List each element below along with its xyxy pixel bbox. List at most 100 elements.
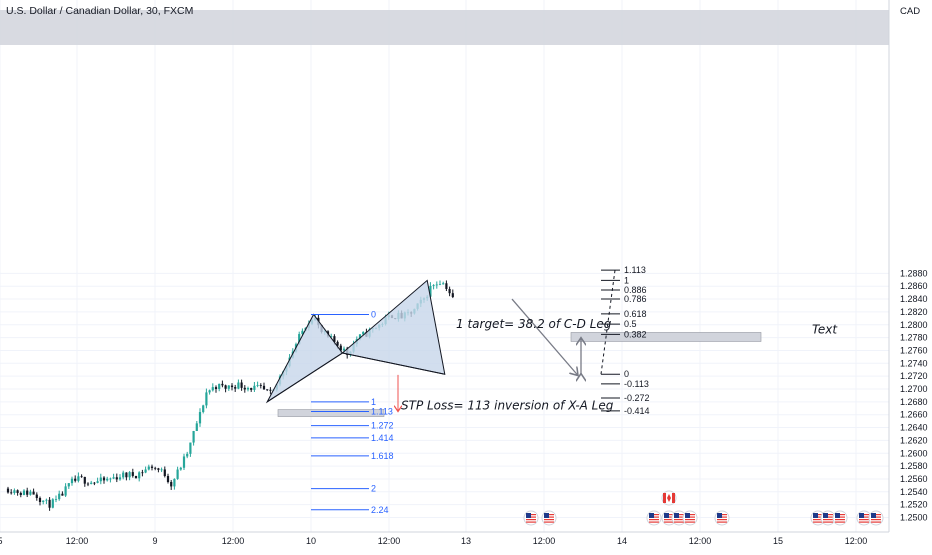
y-tick-label: 1.2700 <box>900 384 928 394</box>
candle-body <box>67 483 70 487</box>
candle-body <box>438 284 442 286</box>
pattern-xb-line <box>266 352 343 403</box>
candle-body <box>301 330 304 335</box>
candle-body <box>118 477 122 480</box>
candle-body <box>173 478 176 487</box>
candle-body <box>211 387 214 391</box>
candle-body <box>22 490 26 495</box>
candle-body <box>150 466 154 468</box>
candle-body <box>240 382 243 388</box>
candle-body <box>90 482 93 484</box>
candle-body <box>74 478 77 481</box>
x-tick-label: 14 <box>617 536 627 546</box>
candle-body <box>48 499 51 508</box>
us-flag-icon[interactable] <box>682 510 698 526</box>
candle-body <box>122 472 125 478</box>
ca-flag-icon[interactable] <box>661 490 677 506</box>
candle-body <box>42 500 45 502</box>
fib-left-label: 1 <box>371 397 376 407</box>
annotations[interactable]: 1 target= 38.2 of C-D Leg STP Loss= 113 i… <box>398 298 838 413</box>
candle-body <box>35 494 38 499</box>
fib-right-label: 1.113 <box>624 265 646 275</box>
candle-body <box>144 469 147 473</box>
candle-body <box>83 476 86 484</box>
us-flag-icon[interactable] <box>523 510 539 526</box>
time-axis[interactable]: 5 12:00 9 12:00 10 12:00 13 12:00 14 12:00 15 12:00 <box>0 531 889 546</box>
y-tick-label: 1.2800 <box>900 320 928 330</box>
us-flag-icon[interactable] <box>856 510 872 526</box>
candle-body <box>358 334 362 340</box>
candle-body <box>26 490 29 495</box>
us-flag-icon[interactable] <box>646 510 662 526</box>
y-tick-label: 1.2540 <box>900 487 928 497</box>
us-flag-icon[interactable] <box>868 510 884 526</box>
candle-body <box>182 456 186 468</box>
price-axis[interactable]: 1.2880 1.2860 1.2840 1.2820 1.2800 1.2780 1.27… <box>888 0 928 532</box>
chart-title: U.S. Dollar / Canadian Dollar, 30, FXCM <box>6 5 193 17</box>
fib-left-label: 2 <box>371 484 376 494</box>
candle-body <box>208 390 211 393</box>
x-tick-label: 9 <box>152 536 157 546</box>
y-tick-label: 1.2520 <box>900 500 928 510</box>
fib-left-label: 1.618 <box>371 451 394 461</box>
y-tick-label: 1.2640 <box>900 423 928 433</box>
candle-body <box>102 477 106 481</box>
us-flag-icon[interactable] <box>541 510 557 526</box>
y-tick-label: 1.2620 <box>900 435 928 445</box>
fib-right-label: -0.272 <box>624 393 650 403</box>
target-zone-band <box>570 332 762 342</box>
candle-body <box>77 476 80 481</box>
y-tick-label: 1.2580 <box>900 461 928 471</box>
candle-body <box>218 383 221 389</box>
fib-right-label: 0 <box>624 369 629 379</box>
fib-right-label: -0.113 <box>624 379 649 389</box>
fib-left-label: 1.272 <box>371 421 394 431</box>
candle-body <box>176 469 179 479</box>
candle-body <box>115 477 118 480</box>
candle-body <box>170 482 173 487</box>
candle-body <box>10 492 13 494</box>
x-tick-label: 10 <box>306 536 316 546</box>
candle-body <box>250 388 253 390</box>
candle-body <box>141 472 144 474</box>
candle-body <box>179 467 182 470</box>
candle-body <box>106 478 109 481</box>
candle-body <box>64 486 67 496</box>
candle-body <box>128 472 131 478</box>
candle-body <box>445 283 448 289</box>
candle-body <box>147 466 150 470</box>
candle-body <box>333 336 336 342</box>
event-markers[interactable] <box>523 490 884 526</box>
candle-body <box>32 491 35 495</box>
candle-body <box>243 387 246 390</box>
fib-right-label: 0.886 <box>624 285 647 295</box>
y-tick-label: 1.2860 <box>900 281 928 291</box>
candle-body <box>157 468 160 470</box>
candle-body <box>163 469 166 477</box>
candle-body <box>134 475 138 479</box>
grid <box>0 0 889 532</box>
candle-body <box>16 490 19 493</box>
x-tick-label: 12:00 <box>378 536 401 546</box>
x-tick-label: 12:00 <box>222 536 245 546</box>
y-tick-label: 1.2880 <box>900 268 928 278</box>
candle-body <box>230 385 234 388</box>
candle-body <box>125 472 128 478</box>
candle-body <box>339 345 342 351</box>
y-tick-label: 1.2660 <box>900 410 928 420</box>
candle-body <box>138 472 141 479</box>
candle-body <box>298 334 301 345</box>
fib-levels[interactable]: 011.1131.2721.4141.61822.241.11310.8860.… <box>311 265 650 515</box>
harmonic-pattern[interactable] <box>265 279 446 404</box>
candle-body <box>96 481 99 483</box>
candle-body <box>198 412 202 424</box>
us-flag-icon[interactable] <box>714 510 730 526</box>
top-zone-band <box>0 10 889 45</box>
y-tick-label: 1.2680 <box>900 397 928 407</box>
us-flag-icon[interactable] <box>820 510 836 526</box>
candle-body <box>442 283 445 285</box>
us-flag-icon[interactable] <box>832 510 848 526</box>
x-tick-label: 12:00 <box>66 536 89 546</box>
